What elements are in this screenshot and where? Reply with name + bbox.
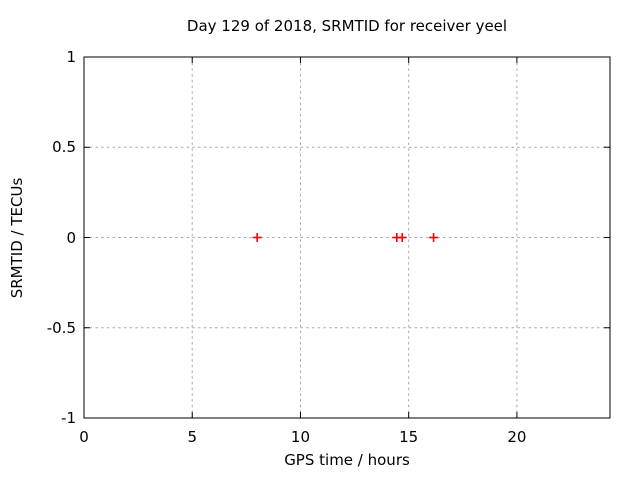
y-axis-label: SRMTID / TECUs	[8, 177, 26, 299]
x-tick-label: 15	[399, 428, 419, 446]
x-tick-label: 20	[507, 428, 527, 446]
y-tick-label: 1	[66, 48, 76, 66]
y-tick-label: 0	[66, 228, 76, 247]
x-tick-label: 10	[290, 428, 310, 446]
y-tick-label: 0.5	[52, 138, 76, 157]
y-tick-label: -0.5	[46, 318, 76, 337]
y-tick-label: -1	[61, 409, 76, 427]
x-tick-label: 0	[79, 428, 89, 446]
x-axis-label: GPS time / hours	[284, 451, 410, 469]
x-tick-label: 5	[187, 428, 197, 446]
chart-title: Day 129 of 2018, SRMTID for receiver yee…	[186, 17, 508, 35]
